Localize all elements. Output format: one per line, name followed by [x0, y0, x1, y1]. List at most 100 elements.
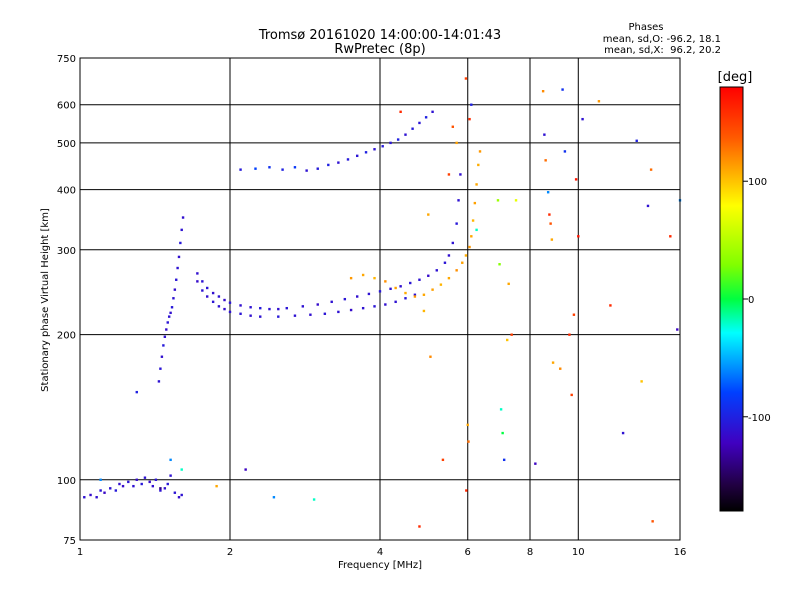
data-point: [561, 88, 564, 91]
y-tick-label: 75: [63, 536, 76, 547]
data-point: [447, 254, 451, 257]
data-point: [179, 241, 182, 245]
data-point: [429, 355, 432, 358]
data-point: [367, 292, 371, 296]
data-point: [409, 281, 412, 285]
data-point: [277, 307, 280, 311]
x-tick-label: 16: [674, 547, 687, 558]
data-point: [468, 117, 471, 121]
data-point: [389, 287, 392, 291]
data-point: [215, 484, 218, 488]
data-point: [451, 241, 455, 245]
data-point: [455, 269, 458, 272]
data-point: [466, 423, 469, 427]
data-point: [464, 77, 468, 80]
data-point: [396, 138, 400, 141]
data-point: [468, 245, 471, 249]
data-point: [177, 255, 181, 259]
data-point: [316, 303, 319, 306]
data-point: [422, 293, 426, 296]
data-point: [473, 201, 477, 205]
data-point: [499, 408, 503, 411]
data-point: [201, 289, 204, 292]
data-point: [470, 103, 473, 106]
data-point: [309, 313, 312, 316]
data-point: [285, 306, 288, 310]
data-point: [384, 303, 387, 306]
data-point: [507, 282, 510, 286]
data-point: [99, 489, 102, 492]
data-point: [548, 213, 551, 216]
data-point: [439, 283, 443, 286]
data-point: [83, 496, 86, 499]
colorbar-tick-label: -100: [748, 413, 771, 424]
data-point: [646, 204, 650, 208]
data-point: [140, 482, 143, 486]
data-point: [543, 133, 546, 136]
data-points: [83, 77, 682, 528]
data-point: [254, 167, 257, 170]
data-point: [394, 286, 397, 290]
data-point: [475, 228, 478, 232]
data-point: [132, 484, 135, 488]
data-point: [464, 254, 468, 257]
data-point: [169, 458, 172, 462]
data-point: [205, 295, 209, 298]
data-point: [169, 474, 172, 477]
data-point: [118, 482, 121, 486]
data-point: [546, 191, 550, 194]
data-point: [239, 312, 242, 315]
data-point: [570, 393, 573, 397]
data-point: [435, 269, 438, 272]
data-point: [609, 304, 612, 307]
data-point: [277, 315, 280, 318]
data-point: [413, 293, 417, 296]
data-point: [173, 491, 177, 494]
y-tick-label: 100: [57, 476, 76, 487]
data-point: [418, 278, 421, 281]
data-point: [109, 487, 112, 490]
data-point: [475, 183, 478, 186]
data-point: [169, 311, 172, 315]
data-point: [355, 154, 359, 158]
data-point: [173, 288, 177, 291]
data-point: [373, 148, 376, 151]
chart-subtitle: RwPretec (8p): [334, 42, 425, 57]
data-point: [268, 166, 271, 169]
y-tick-label: 500: [57, 139, 76, 150]
data-point: [431, 288, 434, 291]
data-point: [160, 355, 164, 358]
data-point: [361, 273, 365, 277]
data-point: [316, 167, 319, 170]
data-point: [268, 307, 271, 311]
data-point: [465, 489, 468, 492]
data-point: [443, 261, 447, 264]
data-point: [399, 285, 402, 288]
data-point: [455, 141, 458, 145]
data-point: [293, 166, 297, 169]
data-point: [361, 306, 365, 310]
x-tick-label: 8: [527, 547, 533, 558]
data-point: [201, 280, 204, 283]
data-point: [176, 266, 179, 270]
data-point: [163, 335, 167, 338]
data-point: [165, 328, 168, 331]
y-axis-label: Stationary phase Virtual Height [km]: [40, 208, 51, 392]
data-point: [196, 272, 199, 275]
data-point: [477, 163, 480, 167]
colorbar-label: [deg]: [718, 70, 753, 85]
data-point: [505, 338, 509, 342]
data-point: [259, 315, 262, 318]
data-point: [478, 150, 482, 153]
data-point: [399, 110, 402, 114]
data-point: [337, 310, 340, 314]
data-point: [121, 484, 125, 488]
data-point: [157, 380, 161, 383]
data-point: [559, 367, 562, 370]
data-point: [154, 478, 158, 481]
data-point: [135, 478, 138, 481]
data-point: [427, 274, 430, 277]
data-point: [127, 480, 130, 484]
data-point: [577, 235, 580, 238]
data-point: [411, 127, 414, 130]
